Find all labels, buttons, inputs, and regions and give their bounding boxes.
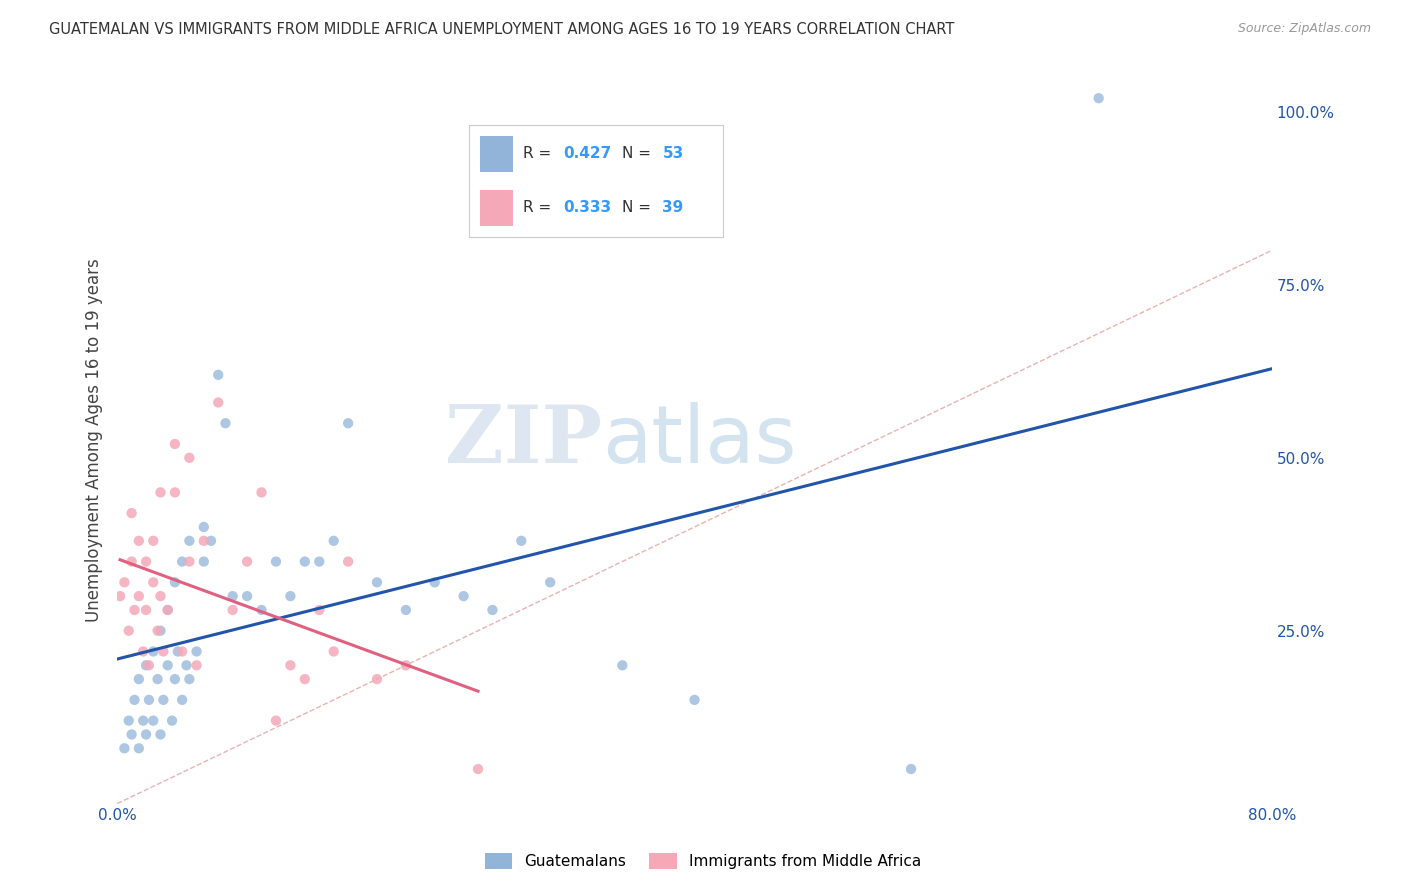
Text: GUATEMALAN VS IMMIGRANTS FROM MIDDLE AFRICA UNEMPLOYMENT AMONG AGES 16 TO 19 YEA: GUATEMALAN VS IMMIGRANTS FROM MIDDLE AFR…: [49, 22, 955, 37]
Legend: Guatemalans, Immigrants from Middle Africa: Guatemalans, Immigrants from Middle Afri…: [478, 847, 928, 875]
Point: [250, 603, 273, 617]
Point: [163, 485, 186, 500]
Point: [337, 555, 360, 569]
Point: [264, 555, 287, 569]
Point: [142, 575, 165, 590]
Point: [179, 555, 201, 569]
Point: [172, 693, 194, 707]
Point: [149, 727, 172, 741]
Point: [179, 450, 201, 465]
Point: [395, 658, 418, 673]
Point: [163, 575, 186, 590]
Point: [172, 644, 194, 658]
Point: [152, 693, 174, 707]
Point: [124, 603, 146, 617]
Point: [160, 714, 183, 728]
Point: [510, 533, 533, 548]
Point: [128, 741, 150, 756]
Point: [280, 589, 302, 603]
Point: [453, 589, 475, 603]
Point: [152, 644, 174, 658]
Point: [186, 644, 208, 658]
Point: [221, 589, 243, 603]
Point: [149, 624, 172, 638]
Point: [172, 555, 194, 569]
Point: [366, 672, 388, 686]
Point: [280, 658, 302, 673]
Point: [135, 555, 157, 569]
Point: [294, 555, 316, 569]
Point: [135, 603, 157, 617]
Point: [142, 644, 165, 658]
Point: [322, 644, 344, 658]
Point: [193, 555, 215, 569]
Point: [118, 714, 141, 728]
Point: [423, 575, 446, 590]
Point: [146, 624, 169, 638]
Point: [138, 693, 160, 707]
Point: [294, 672, 316, 686]
Point: [322, 533, 344, 548]
Point: [1087, 91, 1109, 105]
Point: [146, 672, 169, 686]
Point: [481, 603, 503, 617]
Point: [900, 762, 922, 776]
Point: [176, 658, 198, 673]
Point: [135, 727, 157, 741]
Point: [308, 603, 330, 617]
Point: [138, 658, 160, 673]
Point: [683, 693, 706, 707]
Point: [236, 589, 259, 603]
Point: [112, 575, 135, 590]
Point: [186, 658, 208, 673]
Point: [156, 603, 179, 617]
Text: atlas: atlas: [602, 401, 797, 480]
Point: [128, 672, 150, 686]
Point: [112, 741, 135, 756]
Point: [121, 727, 143, 741]
Point: [236, 555, 259, 569]
Point: [121, 555, 143, 569]
Point: [538, 575, 561, 590]
Point: [193, 520, 215, 534]
Point: [193, 533, 215, 548]
Point: [179, 533, 201, 548]
Point: [142, 714, 165, 728]
Point: [612, 658, 634, 673]
Point: [121, 506, 143, 520]
Point: [156, 603, 179, 617]
Point: [395, 603, 418, 617]
Point: [142, 533, 165, 548]
Point: [166, 644, 188, 658]
Point: [221, 603, 243, 617]
Point: [207, 368, 229, 382]
Point: [337, 416, 360, 430]
Point: [467, 762, 489, 776]
Point: [128, 533, 150, 548]
Point: [163, 437, 186, 451]
Point: [163, 672, 186, 686]
Point: [135, 658, 157, 673]
Point: [156, 658, 179, 673]
Text: ZIP: ZIP: [446, 401, 602, 480]
Point: [132, 644, 155, 658]
Point: [118, 624, 141, 638]
Point: [250, 485, 273, 500]
Text: Source: ZipAtlas.com: Source: ZipAtlas.com: [1237, 22, 1371, 36]
Point: [200, 533, 222, 548]
Point: [149, 485, 172, 500]
Point: [128, 589, 150, 603]
Point: [207, 395, 229, 409]
Point: [124, 693, 146, 707]
Point: [308, 555, 330, 569]
Point: [108, 589, 131, 603]
Point: [179, 672, 201, 686]
Point: [264, 714, 287, 728]
Point: [149, 589, 172, 603]
Point: [132, 714, 155, 728]
Point: [366, 575, 388, 590]
Point: [214, 416, 236, 430]
Y-axis label: Unemployment Among Ages 16 to 19 years: Unemployment Among Ages 16 to 19 years: [86, 259, 103, 623]
